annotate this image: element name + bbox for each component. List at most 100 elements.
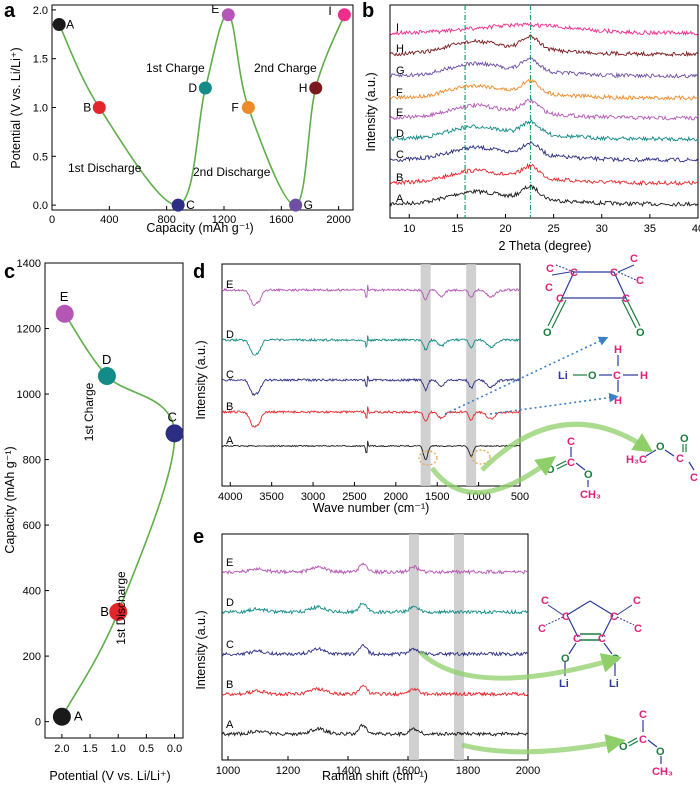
d-xtick-label: 3000 bbox=[301, 491, 325, 503]
c-point-label-A: A bbox=[74, 709, 83, 724]
b-series-label-G: G bbox=[396, 65, 405, 77]
panel-d-frame bbox=[221, 263, 521, 487]
b-series-label-D: D bbox=[396, 128, 404, 140]
chem-atom: H bbox=[614, 344, 622, 356]
a-point-B bbox=[92, 101, 106, 114]
chem-atom: O bbox=[543, 327, 552, 339]
d-series-E bbox=[221, 284, 521, 307]
annotation-1st-charge: 1st Charge bbox=[146, 61, 205, 75]
d-xtick-label: 4000 bbox=[218, 491, 242, 503]
b-series-F bbox=[389, 78, 699, 102]
chem-atom: O bbox=[546, 464, 555, 476]
panel-letter-e: e bbox=[193, 526, 204, 548]
arrow-1640-to-diketone bbox=[444, 336, 609, 415]
b-xtick-label: 10 bbox=[403, 223, 415, 235]
chem-structure-carbonate-3: C C O O CH₃ bbox=[619, 709, 673, 778]
e-xtick-label: 1000 bbox=[216, 765, 240, 777]
b-series-A bbox=[389, 184, 699, 207]
panel-letter-a: a bbox=[4, 0, 16, 22]
b-xtick-label: 30 bbox=[596, 223, 608, 235]
a-xtick-label: 800 bbox=[157, 214, 175, 226]
panel-b-xlabel: 2 Theta (degree) bbox=[499, 239, 592, 253]
c-point-label-D: D bbox=[102, 352, 111, 367]
annotation-c-1st-discharge: 1st Discharge bbox=[114, 571, 128, 645]
b-series-C bbox=[389, 140, 699, 163]
chem-atom: C bbox=[610, 611, 618, 623]
b-xtick-label: 40 bbox=[692, 223, 700, 235]
chem-atom: Li bbox=[609, 678, 619, 690]
a-point-A bbox=[52, 18, 66, 32]
panel-a-xlabel: Capacity (mAh g⁻¹) bbox=[146, 221, 253, 235]
d-xtick-label: 2500 bbox=[342, 491, 366, 503]
chem-atom: CH₃ bbox=[652, 766, 673, 778]
chem-atom: C bbox=[610, 267, 618, 279]
c-ytick-label: 1400 bbox=[17, 258, 41, 270]
c-xtick-label: 1.5 bbox=[82, 743, 97, 755]
arrow-group bbox=[418, 336, 654, 755]
c-ytick-label: 1200 bbox=[17, 324, 41, 336]
b-series-label-E: E bbox=[396, 107, 403, 119]
a-point-label-I: I bbox=[328, 4, 331, 18]
a-point-label-F: F bbox=[231, 101, 238, 115]
e-series-A bbox=[221, 723, 529, 738]
d-series-label-A: A bbox=[226, 435, 234, 447]
d-xtick-label: 3500 bbox=[259, 491, 283, 503]
d-xtick-label: 2000 bbox=[384, 491, 408, 503]
a-point-D bbox=[198, 81, 212, 95]
d-series-label-C: C bbox=[226, 369, 234, 381]
e-series-D bbox=[221, 602, 529, 615]
chem-atom: O bbox=[584, 469, 593, 481]
e-series-label-C: C bbox=[226, 639, 234, 651]
panel-a-ylabel: Potential (V vs. Li/Li⁺) bbox=[9, 47, 23, 168]
chem-atom: C bbox=[562, 611, 570, 623]
panel-letter-b: b bbox=[362, 0, 374, 22]
chem-atom: C bbox=[690, 472, 698, 484]
chem-atom: Li bbox=[559, 678, 569, 690]
c-point-E bbox=[55, 304, 74, 323]
b-series-label-F: F bbox=[396, 87, 403, 99]
b-series-G bbox=[389, 57, 699, 79]
b-xtick-label: 20 bbox=[499, 223, 511, 235]
a-xtick-label: 1600 bbox=[269, 214, 293, 226]
chem-atom: C bbox=[567, 436, 575, 448]
a-point-G bbox=[289, 198, 303, 212]
c-ytick-label: 600 bbox=[23, 520, 41, 532]
panel-c-ylabel: Capacity (mAh g⁻¹) bbox=[3, 446, 17, 553]
e-series-C bbox=[221, 643, 529, 658]
chem-structure-carbonate-1: C C O O CH₃ bbox=[546, 436, 601, 501]
panel-letter-c: c bbox=[4, 261, 15, 283]
a-xtick-label: 2000 bbox=[326, 214, 350, 226]
annotation-2nd-discharge: 2nd Discharge bbox=[193, 165, 271, 179]
chem-atom: C bbox=[546, 263, 554, 275]
panel-b-frame bbox=[389, 4, 699, 219]
c-xtick-label: 0.5 bbox=[139, 743, 154, 755]
chem-atom: Li bbox=[558, 370, 568, 382]
a-point-E bbox=[221, 8, 235, 22]
chem-atom: O bbox=[588, 370, 597, 382]
a-ytick-label: 0.0 bbox=[33, 200, 48, 212]
b-xtick-label: 15 bbox=[451, 223, 463, 235]
b-series-D bbox=[389, 119, 698, 143]
a-point-H bbox=[309, 81, 323, 95]
chem-atom: C bbox=[630, 253, 638, 265]
arrow-1620-to-enolate bbox=[418, 650, 622, 681]
a-ytick-label: 2.0 bbox=[33, 5, 48, 17]
c-ytick-label: 200 bbox=[23, 651, 41, 663]
c-point-A bbox=[52, 707, 71, 726]
a-point-label-C: C bbox=[186, 198, 195, 212]
a-point-label-H: H bbox=[299, 81, 308, 95]
e-series-label-D: D bbox=[226, 597, 234, 609]
d-xtick-label: 1500 bbox=[425, 491, 449, 503]
b-series-E bbox=[389, 97, 699, 121]
a-xtick-label: 0 bbox=[49, 214, 55, 226]
e-xtick-label: 1800 bbox=[456, 765, 480, 777]
chem-atom: C bbox=[545, 282, 553, 294]
e-series-label-B: B bbox=[226, 679, 233, 691]
panel-letter-d: d bbox=[193, 261, 205, 283]
a-ytick-label: 0.5 bbox=[33, 151, 48, 163]
b-series-label-A: A bbox=[396, 193, 404, 205]
chem-atom: O bbox=[619, 741, 628, 753]
d-shaded-band bbox=[420, 264, 431, 486]
